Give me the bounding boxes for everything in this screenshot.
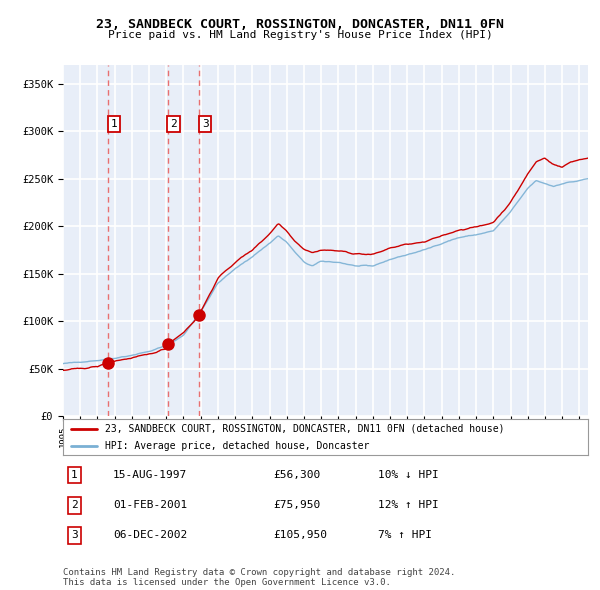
Text: 1: 1 [71,470,78,480]
Text: 23, SANDBECK COURT, ROSSINGTON, DONCASTER, DN11 0FN (detached house): 23, SANDBECK COURT, ROSSINGTON, DONCASTE… [105,424,505,434]
Text: 10% ↓ HPI: 10% ↓ HPI [378,470,439,480]
Text: 1: 1 [110,119,118,129]
Text: 23, SANDBECK COURT, ROSSINGTON, DONCASTER, DN11 0FN: 23, SANDBECK COURT, ROSSINGTON, DONCASTE… [96,18,504,31]
Text: 12% ↑ HPI: 12% ↑ HPI [378,500,439,510]
Text: 2: 2 [170,119,177,129]
Text: £75,950: £75,950 [273,500,320,510]
Text: HPI: Average price, detached house, Doncaster: HPI: Average price, detached house, Donc… [105,441,370,451]
Text: 3: 3 [71,530,78,540]
Text: 7% ↑ HPI: 7% ↑ HPI [378,530,432,540]
Text: £105,950: £105,950 [273,530,327,540]
Text: Price paid vs. HM Land Registry's House Price Index (HPI): Price paid vs. HM Land Registry's House … [107,30,493,40]
Text: Contains HM Land Registry data © Crown copyright and database right 2024.
This d: Contains HM Land Registry data © Crown c… [63,568,455,587]
Text: 01-FEB-2001: 01-FEB-2001 [113,500,187,510]
Text: 06-DEC-2002: 06-DEC-2002 [113,530,187,540]
Text: 15-AUG-1997: 15-AUG-1997 [113,470,187,480]
Text: 3: 3 [202,119,209,129]
Text: £56,300: £56,300 [273,470,320,480]
Text: 2: 2 [71,500,78,510]
